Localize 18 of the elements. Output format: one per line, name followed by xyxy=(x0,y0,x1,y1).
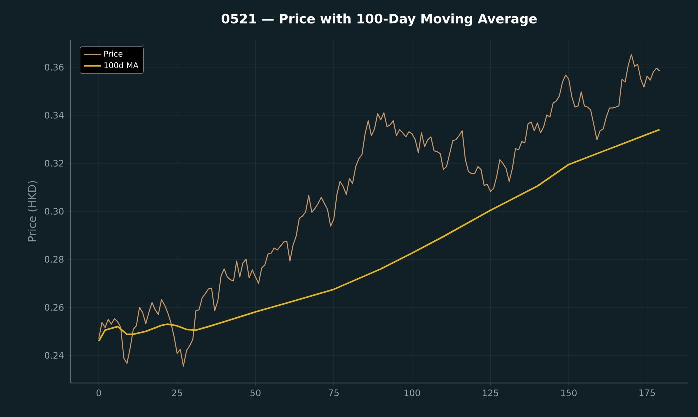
x-tick-label: 0 xyxy=(96,390,102,396)
y-tick-label: 0.26 xyxy=(45,304,64,311)
line-series xyxy=(98,129,661,342)
y-tick-label: 0.36 xyxy=(45,64,64,71)
y-axis-title: Price (HKD) xyxy=(28,181,38,242)
y-tick-label: 0.32 xyxy=(45,160,64,167)
y-tick-label: 0.30 xyxy=(45,208,64,215)
y-tick-label: 0.28 xyxy=(45,256,64,263)
chart-title: 0521 — Price with 100-Day Moving Average xyxy=(222,14,537,26)
y-tick-label: 0.34 xyxy=(45,112,64,119)
x-tick-label: 125 xyxy=(483,390,498,396)
x-tick-label: 75 xyxy=(329,390,339,396)
x-tick-label: 175 xyxy=(640,390,656,396)
x-tick-label: 25 xyxy=(172,390,182,396)
x-tick-label: 50 xyxy=(250,390,261,396)
x-tick-label: 100 xyxy=(404,390,420,396)
y-tick-label: 0.24 xyxy=(45,352,64,359)
x-tick-label: 150 xyxy=(561,390,577,396)
